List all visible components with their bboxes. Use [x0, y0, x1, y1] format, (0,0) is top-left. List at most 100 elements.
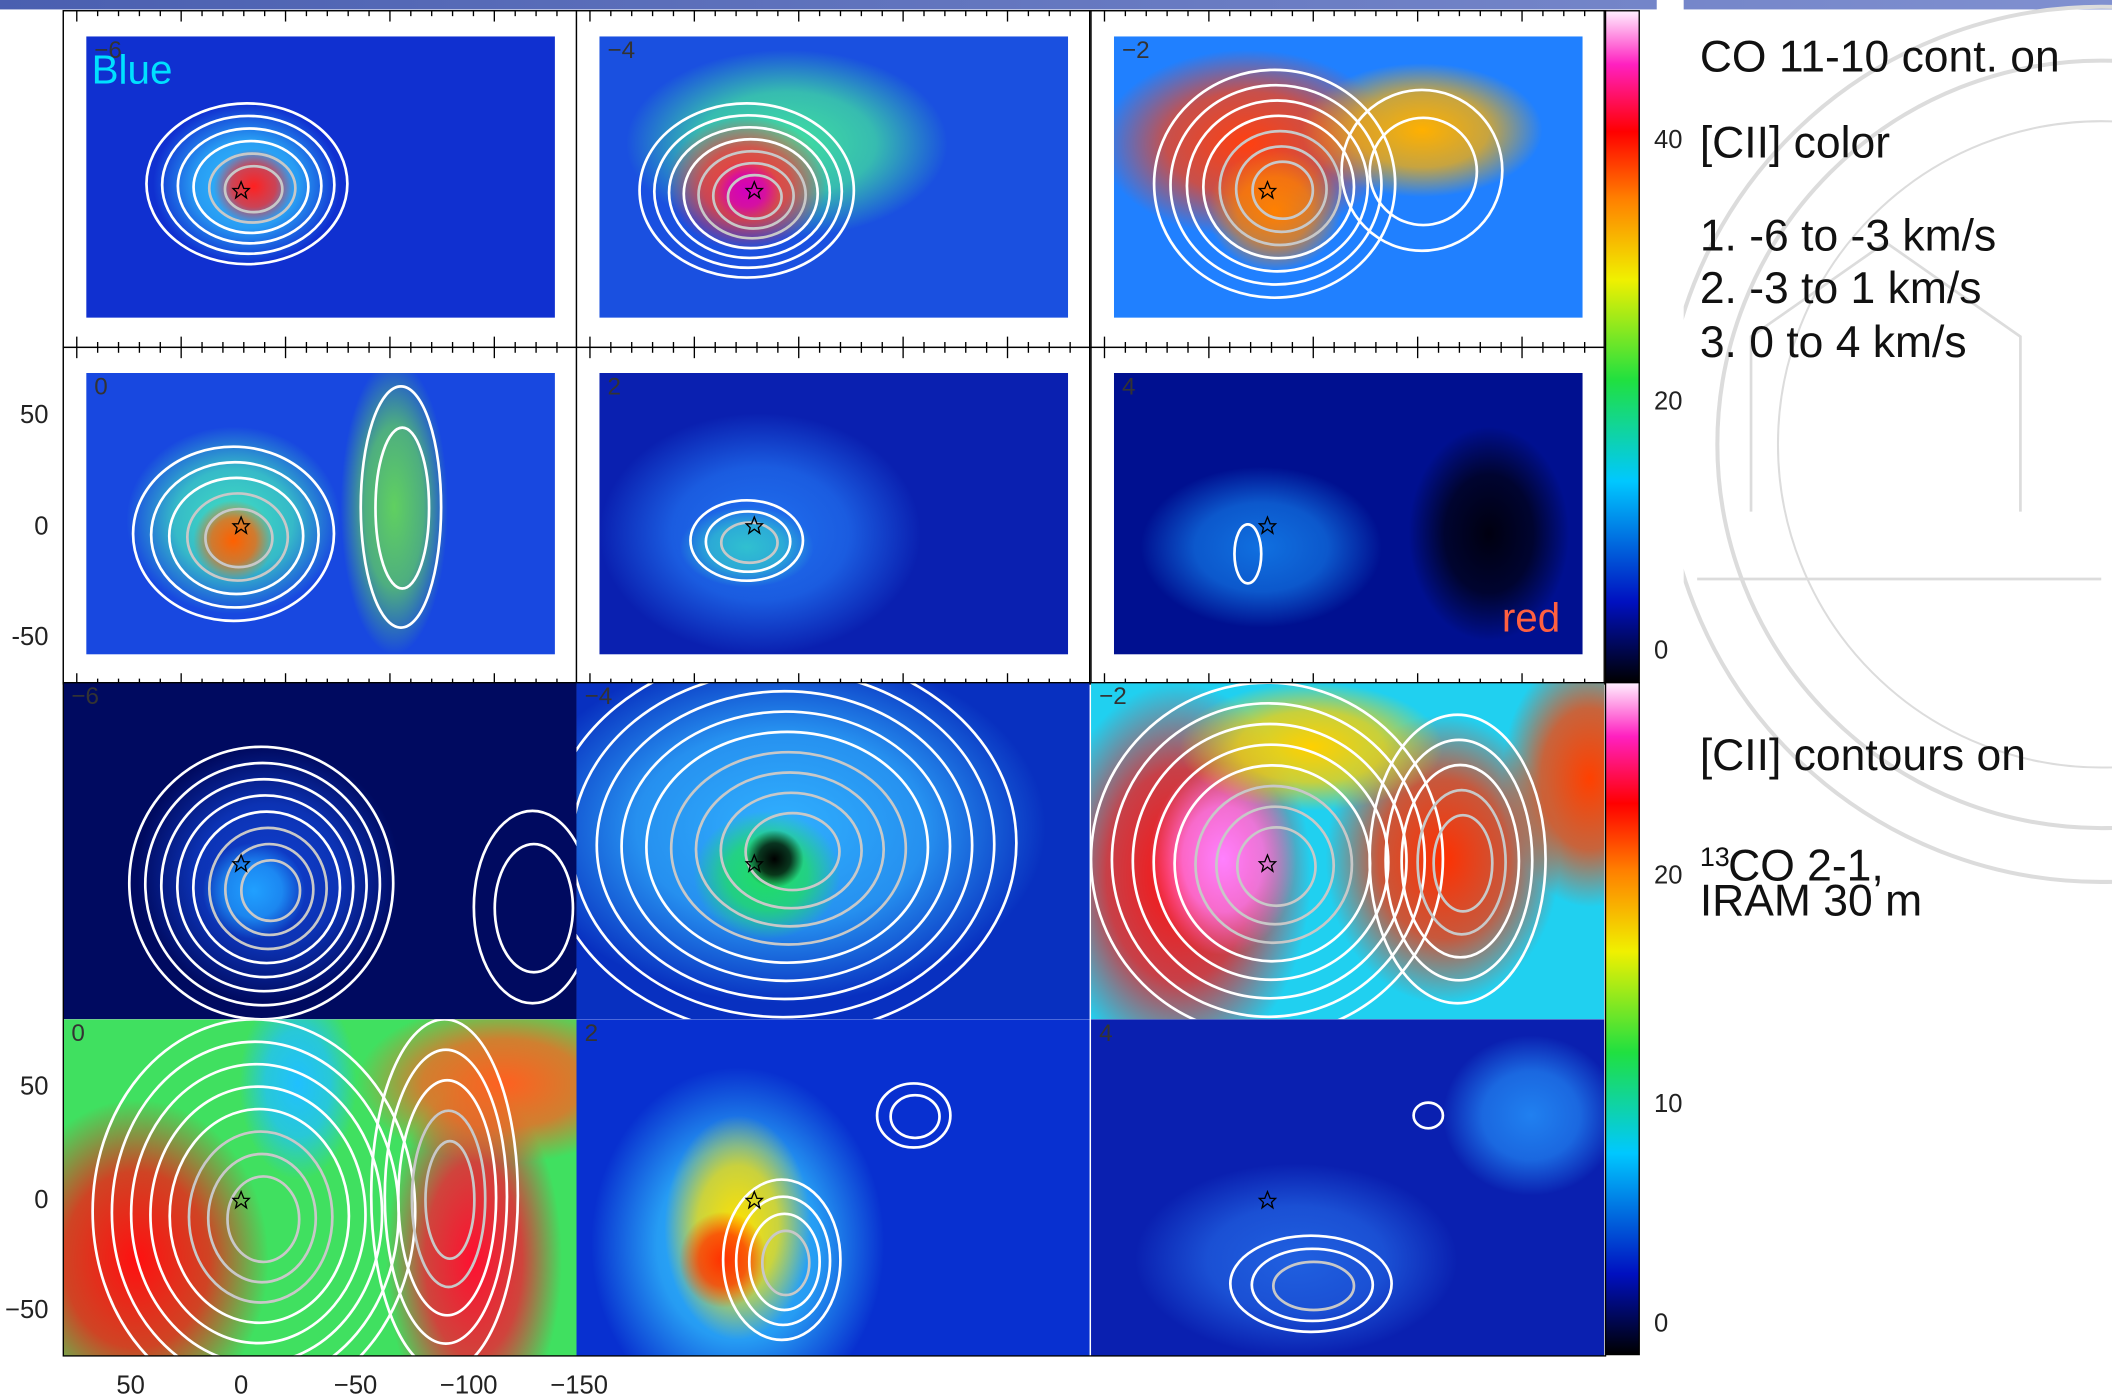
- contour: [667, 125, 832, 260]
- contour: [669, 750, 908, 946]
- emission: [239, 1019, 357, 1180]
- y-tick-label: -50: [12, 623, 49, 651]
- panel-label: 4: [1099, 1020, 1112, 1047]
- contour: [191, 810, 342, 965]
- contour: [1416, 788, 1507, 936]
- star: [744, 179, 764, 200]
- contour: [1152, 743, 1390, 982]
- contour: [206, 1152, 318, 1284]
- side-line: IRAM 30 m: [1700, 877, 1922, 926]
- panel-image: [63, 682, 577, 1020]
- emission: [340, 372, 448, 655]
- contour: [149, 1085, 367, 1345]
- contour: [1110, 701, 1427, 1019]
- contour: [682, 137, 820, 250]
- side-line: [CII] contours on: [1700, 731, 2026, 780]
- colorbar-tick-label: 20: [1654, 387, 1682, 415]
- panel: 0: [63, 1019, 577, 1356]
- contour: [875, 1082, 952, 1149]
- x-tick-label: −150: [550, 1372, 608, 1399]
- x-tick-label: 50: [116, 1372, 144, 1399]
- panel: −2: [1113, 36, 1583, 318]
- contour: [383, 1048, 509, 1345]
- contour: [1228, 1234, 1393, 1334]
- emission: [745, 830, 804, 888]
- contour: [192, 139, 310, 235]
- star: [231, 179, 251, 200]
- contour: [1215, 805, 1336, 926]
- panel: 4: [1091, 1019, 1605, 1356]
- star: [1257, 515, 1278, 535]
- panel-label: 0: [71, 1020, 84, 1047]
- y-tick-label: 50: [20, 401, 48, 429]
- panel-image: [86, 372, 555, 655]
- panel: −2: [1091, 682, 1605, 1020]
- contour: [1368, 116, 1479, 227]
- y-tick-label: −50: [5, 1296, 48, 1324]
- panel-label: −6: [71, 683, 99, 710]
- contour: [1185, 99, 1370, 273]
- panel: 4: [1113, 372, 1583, 655]
- contour: [1271, 1260, 1356, 1312]
- colorbar-tick-label: 10: [1654, 1090, 1682, 1118]
- contour: [1234, 145, 1328, 234]
- contour: [168, 1107, 351, 1325]
- panel: −4: [599, 36, 1069, 318]
- side-line: [CII] color: [1700, 119, 1890, 168]
- contour: [704, 510, 792, 574]
- side-item: 2. -3 to 1 km/s: [1700, 264, 1982, 313]
- blue-label: Blue: [92, 46, 173, 92]
- panel-label: 0: [94, 374, 107, 401]
- contour: [1218, 129, 1342, 247]
- contour: [374, 426, 431, 590]
- colorbar: [1604, 10, 1640, 684]
- colorbar: [1604, 681, 1640, 1356]
- contour: [1194, 784, 1354, 945]
- panel-image: [86, 36, 555, 318]
- contour: [645, 730, 930, 965]
- contour: [91, 1019, 417, 1356]
- contour: [711, 161, 795, 230]
- star: [231, 515, 251, 535]
- panel: −4: [576, 682, 1090, 1020]
- emission: [1207, 150, 1342, 271]
- star: [744, 853, 764, 873]
- contour: [240, 858, 302, 923]
- colorbar-tick-label: 0: [1654, 1310, 1668, 1338]
- x-tick-label: −50: [334, 1372, 377, 1399]
- contour: [131, 445, 336, 623]
- star: [744, 515, 764, 535]
- panel-image: [599, 372, 1069, 655]
- contour: [595, 689, 974, 1001]
- emission: [1301, 63, 1543, 198]
- superscript: 13: [1700, 842, 1730, 872]
- star: [231, 853, 251, 873]
- panel-image: [1091, 682, 1605, 1020]
- contour: [1432, 813, 1494, 913]
- contour: [576, 682, 1018, 1020]
- panel-image: [576, 682, 1090, 1020]
- colorbar-tick-label: 0: [1654, 636, 1668, 664]
- contour: [176, 127, 323, 245]
- contour: [726, 173, 783, 221]
- contour: [1400, 763, 1521, 959]
- contour: [652, 113, 844, 270]
- contour: [889, 1093, 941, 1140]
- panel-image: [1113, 36, 1583, 318]
- panel-image: [63, 1019, 577, 1356]
- side-item: 1. -6 to -3 km/s: [1700, 211, 1996, 260]
- panel-label: −6: [94, 37, 122, 64]
- contour: [1233, 523, 1263, 585]
- panel: 2: [576, 1019, 1090, 1356]
- contour: [204, 507, 274, 569]
- contour: [145, 102, 349, 266]
- y-tick-label: 0: [34, 1186, 48, 1214]
- star: [1257, 179, 1278, 200]
- contour: [1201, 114, 1356, 260]
- emission: [1179, 682, 1443, 811]
- contour: [493, 842, 575, 974]
- contour: [694, 771, 886, 928]
- contour: [1368, 713, 1547, 1005]
- x-tick-label: 0: [234, 1372, 248, 1399]
- contour: [744, 811, 841, 892]
